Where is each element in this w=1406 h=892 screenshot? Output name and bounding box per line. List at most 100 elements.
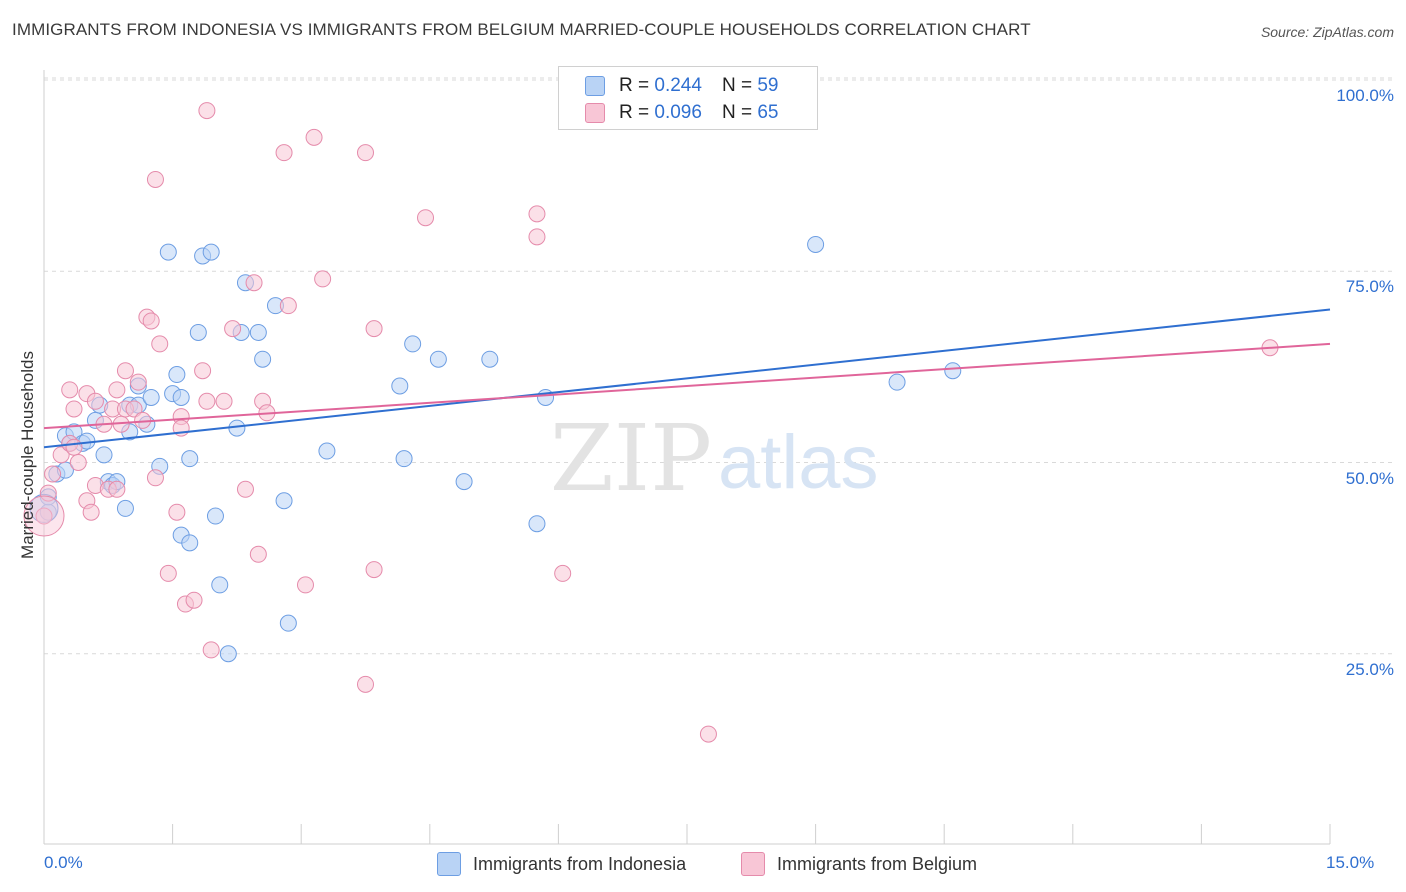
data-point [206, 507, 224, 525]
data-point [404, 335, 422, 353]
data-point [365, 320, 383, 338]
n-value: 65 [757, 102, 779, 123]
y-tick-label-75: 75.0% [1345, 277, 1394, 296]
data-point [181, 534, 199, 552]
data-point [146, 170, 164, 188]
data-point [108, 480, 126, 498]
data-point [44, 465, 62, 483]
watermark-atlas: atlas [718, 420, 879, 505]
legend-row-belgium: R = 0.096 N = 65 [585, 102, 778, 124]
r-value: 0.096 [654, 102, 702, 123]
data-point [116, 499, 134, 517]
data-point [395, 450, 413, 468]
data-point [151, 335, 169, 353]
correlation-legend: R = 0.244 N = 59 R = 0.096 N = 65 [558, 66, 818, 130]
gridlines [44, 77, 1392, 655]
data-point [65, 438, 83, 456]
data-point [219, 645, 237, 663]
data-point [944, 362, 962, 380]
legend-swatch-pink [585, 103, 605, 123]
data-point [279, 297, 297, 315]
data-point [181, 450, 199, 468]
bottom-legend-label: Immigrants from Indonesia [473, 853, 687, 874]
data-point [65, 400, 83, 418]
y-tick-label-100: 100.0% [1336, 86, 1394, 105]
data-point [35, 507, 53, 525]
data-point [699, 725, 717, 743]
data-point [417, 209, 435, 227]
data-point [305, 128, 323, 146]
axes [43, 70, 1331, 845]
x-tick-label-min: 0.0% [44, 853, 83, 872]
data-point [215, 392, 233, 410]
data-point [481, 350, 499, 368]
data-point [245, 274, 263, 292]
data-point [108, 381, 126, 399]
data-point [69, 454, 87, 471]
series-belgium-points [23, 102, 1279, 743]
watermark-zip: ZIP [550, 405, 712, 512]
data-point [528, 515, 546, 533]
data-point [528, 205, 546, 223]
data-point [391, 377, 409, 395]
trend-line-belgium [43, 342, 1331, 430]
data-point [254, 350, 272, 368]
data-point [95, 446, 113, 464]
trend-lines [43, 308, 1331, 449]
data-point [455, 473, 473, 491]
data-point [185, 591, 203, 609]
trend-line-indonesia [43, 308, 1331, 449]
data-point [129, 373, 147, 391]
y-tick-label-25: 25.0% [1345, 660, 1394, 679]
data-point [275, 144, 293, 162]
data-point [159, 564, 177, 582]
data-point [142, 388, 160, 406]
data-point [202, 243, 220, 261]
legend-row-indonesia: R = 0.244 N = 59 [585, 75, 778, 97]
chart-title: IMMIGRANTS FROM INDONESIA VS IMMIGRANTS … [12, 20, 1031, 39]
data-point [249, 545, 267, 563]
data-point [224, 320, 242, 338]
data-point [314, 270, 332, 288]
data-point [357, 144, 374, 162]
r-label: R = [619, 102, 650, 123]
data-point [198, 102, 216, 120]
data-point [296, 576, 314, 594]
data-point [429, 350, 447, 368]
data-point [116, 362, 134, 380]
data-point [365, 561, 383, 579]
data-point [82, 503, 100, 521]
n-label: N = [721, 102, 753, 123]
legend-swatch-blue [585, 76, 605, 96]
data-point [236, 480, 254, 498]
data-point [125, 400, 143, 418]
r-value: 0.244 [654, 75, 702, 96]
data-point [318, 442, 336, 460]
n-label: N = [721, 75, 753, 96]
data-point-cluster [23, 495, 65, 537]
data-point [39, 484, 57, 502]
bottom-legend-label: Immigrants from Belgium [777, 853, 978, 874]
data-point [168, 503, 186, 521]
data-point [168, 366, 186, 384]
r-label: R = [619, 75, 650, 96]
data-point [211, 576, 229, 594]
n-value: 59 [757, 75, 779, 96]
data-point [52, 446, 70, 464]
x-tick-label-max: 15.0% [1326, 853, 1375, 872]
bottom-legend-indonesia: Immigrants from Indonesia [437, 852, 686, 876]
data-point [357, 675, 374, 693]
bottom-legend-swatch-pink [741, 852, 765, 876]
bottom-legend-swatch-blue [437, 852, 461, 876]
data-point [554, 564, 572, 582]
watermark: ZIP atlas [550, 405, 879, 512]
data-point [807, 235, 825, 253]
data-point [172, 388, 190, 406]
data-point [159, 243, 177, 261]
data-point [537, 388, 555, 406]
data-point [249, 323, 267, 341]
data-point [888, 373, 906, 391]
y-axis-title: Married-couple Households [18, 351, 37, 559]
data-point [279, 614, 297, 632]
